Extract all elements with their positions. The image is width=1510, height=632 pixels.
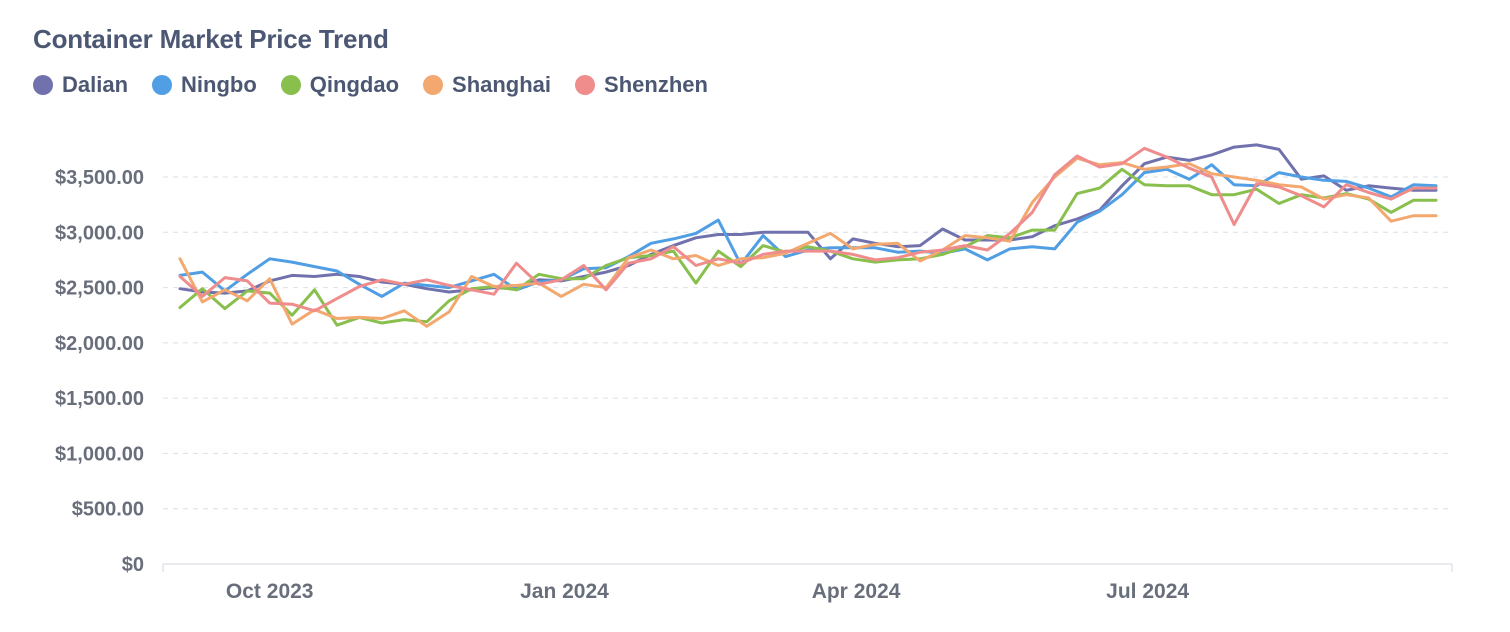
y-tick-label: $1,000.00 — [55, 443, 144, 465]
legend-label: Shanghai — [452, 72, 552, 97]
legend-label: Shenzhen — [604, 72, 708, 97]
legend-item-dalian[interactable]: Dalian — [33, 72, 128, 98]
legend-item-qingdao[interactable]: Qingdao — [280, 72, 400, 98]
y-tick-label: $2,000.00 — [55, 333, 144, 355]
legend-swatch — [33, 75, 53, 95]
series-line-shanghai — [178, 156, 1438, 328]
chart-title: Container Market Price Trend — [33, 24, 389, 54]
legend-label: Dalian — [62, 72, 129, 97]
x-tick-label: Jul 2024 — [1106, 580, 1189, 603]
legend-swatch — [423, 75, 444, 95]
y-tick-label: $500.00 — [72, 499, 144, 521]
legend-item-ningbo[interactable]: Ningbo — [152, 72, 257, 98]
y-tick-label: $3,000.00 — [55, 222, 144, 244]
y-tick-label: $2,500.00 — [55, 278, 144, 300]
series-line-qingdao — [178, 167, 1438, 327]
legend-swatch — [152, 75, 173, 95]
legend-swatch — [575, 75, 596, 95]
series-line-ningbo — [178, 163, 1438, 298]
x-tick-label: Jan 2024 — [520, 580, 609, 603]
y-tick-label: $3,500.00 — [55, 167, 144, 189]
legend-label: Ningbo — [181, 72, 257, 97]
series-line-shenzhen — [178, 146, 1438, 313]
y-tick-label: $1,500.00 — [55, 388, 144, 410]
legend-item-shanghai[interactable]: Shanghai — [423, 72, 551, 98]
legend-label: Qingdao — [309, 72, 400, 97]
chart-legend: Dalian Ningbo Qingdao Shanghai Shenzhen — [33, 72, 708, 98]
legend-item-shenzhen[interactable]: Shenzhen — [575, 72, 708, 98]
y-tick-label: $0 — [122, 554, 144, 576]
legend-swatch — [280, 75, 301, 95]
x-tick-label: Apr 2024 — [812, 580, 901, 603]
series-line-dalian — [178, 143, 1438, 295]
x-tick-label: Oct 2023 — [226, 580, 314, 603]
